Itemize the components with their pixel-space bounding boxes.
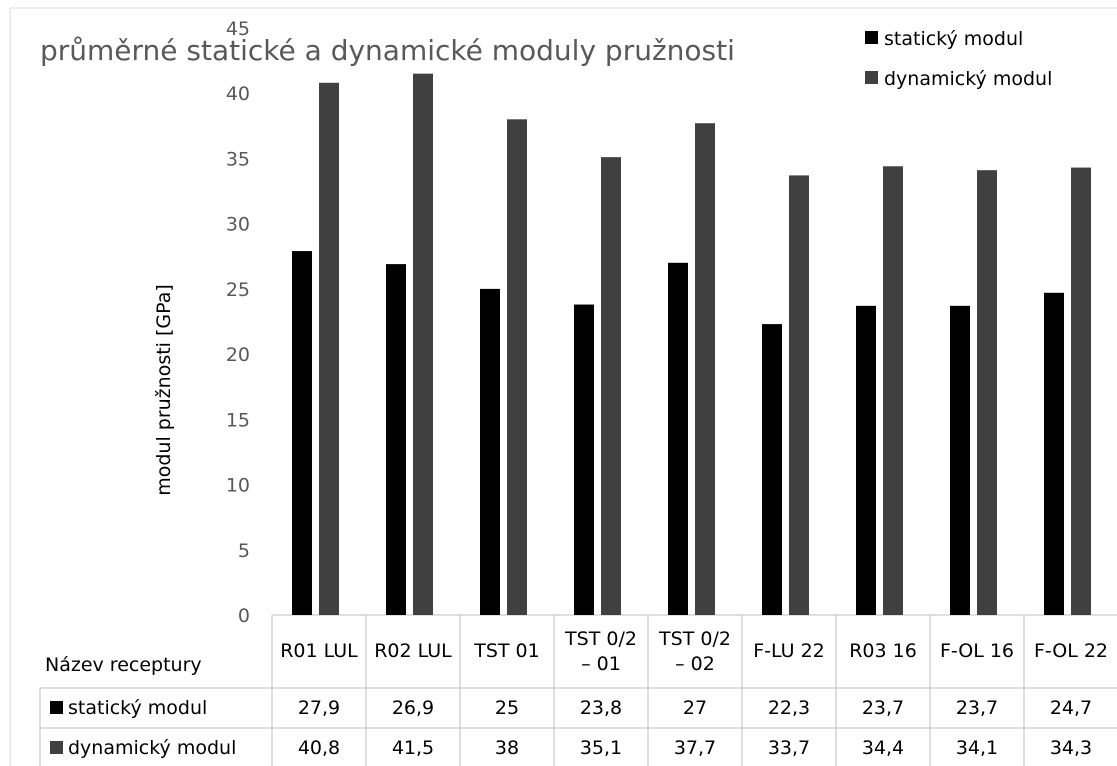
bar	[413, 73, 433, 615]
row-label: dynamický modul	[68, 736, 237, 759]
x-tick-label: R03 16	[849, 640, 917, 663]
bar	[1071, 167, 1091, 615]
bar	[507, 119, 527, 616]
y-tick-label: 40	[226, 83, 250, 105]
table-value: 22,3	[767, 696, 811, 719]
x-tick-label: R01 LUL	[280, 640, 358, 663]
y-tick-label: 5	[238, 540, 250, 562]
bar	[292, 251, 312, 615]
bar	[883, 166, 903, 615]
x-tick-label: F-LU 22	[753, 640, 825, 663]
x-tick-label: F-OL 16	[939, 640, 1015, 663]
table-value: 34,1	[955, 736, 999, 759]
x-tick-label: TST 0/2 – 01	[565, 627, 637, 675]
table-value: 35,1	[579, 736, 623, 759]
legend-label: statický modul	[884, 28, 1023, 50]
bar	[601, 157, 621, 615]
bar	[386, 264, 406, 615]
x-tick-label: TST 01	[474, 640, 540, 663]
bar	[950, 305, 970, 615]
x-tick-label: F-OL 22	[1033, 640, 1109, 663]
bar	[856, 305, 876, 615]
table-value: 33,7	[767, 736, 811, 759]
bar	[977, 170, 997, 615]
legend-swatch	[50, 741, 63, 754]
table-value: 27	[682, 696, 708, 719]
legend-swatch	[865, 71, 878, 84]
table-value: 27,9	[297, 696, 341, 719]
y-tick-label: 15	[226, 409, 250, 431]
table-value: 23,7	[955, 696, 999, 719]
bar	[574, 304, 594, 615]
table-value: 25	[494, 696, 520, 719]
bar	[668, 262, 688, 615]
table-value: 40,8	[297, 736, 341, 759]
table-value: 23,8	[579, 696, 623, 719]
table-value: 34,4	[861, 736, 905, 759]
y-tick-label: 10	[226, 475, 250, 497]
table-value: 24,7	[1049, 696, 1093, 719]
y-tick-label: 30	[226, 214, 250, 236]
table-value: 38	[494, 736, 520, 759]
table-value: 34,3	[1049, 736, 1093, 759]
table-value: 23,7	[861, 696, 905, 719]
bar	[695, 123, 715, 616]
y-tick-label: 25	[226, 279, 250, 301]
table-header: Název receptury	[45, 653, 202, 676]
table-value: 26,9	[391, 696, 435, 719]
y-tick-label: 0	[238, 605, 250, 627]
legend-swatch	[50, 701, 63, 714]
row-label: statický modul	[68, 696, 208, 719]
bar	[1044, 292, 1064, 615]
x-tick-label: TST 0/2 – 02	[659, 627, 731, 675]
legend-swatch	[865, 31, 878, 44]
bar	[480, 288, 500, 615]
x-tick-label: R02 LUL	[374, 640, 452, 663]
legend-label: dynamický modul	[884, 68, 1052, 90]
y-tick-label: 45	[226, 18, 250, 40]
table-value: 41,5	[391, 736, 435, 759]
y-axis-label: modul pružnosti [GPa]	[153, 284, 175, 496]
table-value: 37,7	[673, 736, 717, 759]
chart-frame	[9, 7, 1117, 766]
bar	[762, 324, 782, 615]
bar	[789, 175, 809, 615]
bar	[319, 82, 339, 615]
y-tick-label: 35	[226, 148, 250, 170]
chart-title: průměrné statické a dynamické moduly pru…	[40, 34, 735, 67]
y-tick-label: 20	[226, 344, 250, 366]
